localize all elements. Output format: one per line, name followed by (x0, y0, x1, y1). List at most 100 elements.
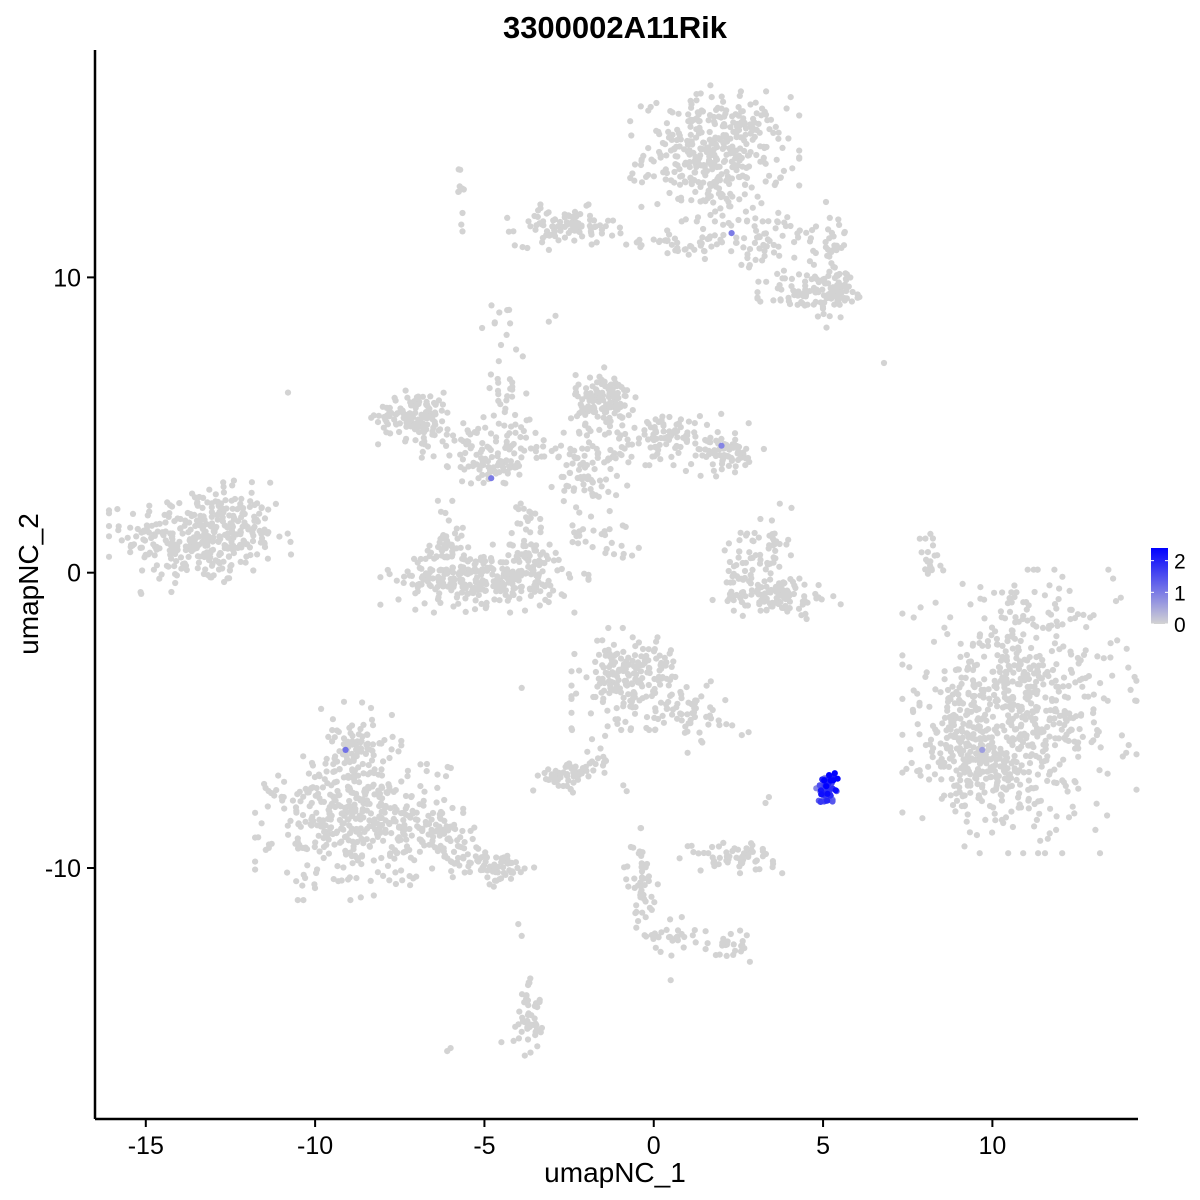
cell-point (943, 727, 950, 734)
cell-point (172, 550, 179, 558)
cell-point (792, 584, 799, 592)
cell-point (245, 526, 252, 533)
cell-point (267, 479, 274, 486)
cell-point (610, 661, 617, 668)
cell-point (466, 868, 473, 876)
cell-point (1036, 810, 1043, 817)
cell-point (1067, 606, 1074, 613)
cell-point (645, 107, 652, 114)
cell-point (425, 812, 432, 819)
cell-point (171, 518, 178, 525)
cell-point (455, 188, 462, 195)
cell-point (427, 566, 434, 573)
cell-point (737, 529, 744, 536)
cell-point (237, 541, 244, 549)
cell-point (565, 483, 572, 490)
cell-point (501, 422, 508, 429)
cell-point (504, 393, 511, 400)
cell-point (517, 445, 525, 452)
cell-point (375, 412, 382, 419)
cell-point (1059, 712, 1066, 719)
cell-point (753, 151, 760, 159)
cell-point (959, 580, 966, 588)
cell-point (700, 225, 707, 233)
cell-point (589, 478, 596, 486)
cell-point (844, 273, 851, 280)
cell-point (672, 444, 679, 451)
cell-point (926, 776, 933, 783)
cell-point (732, 947, 739, 954)
cell-point (518, 684, 525, 692)
cell-point (299, 812, 307, 819)
cell-point (833, 293, 840, 300)
cell-point (944, 631, 951, 638)
cell-point (518, 454, 525, 461)
cell-point (525, 1002, 532, 1009)
cell-point (803, 289, 810, 296)
cell-point (471, 606, 479, 613)
cell-point (375, 441, 382, 448)
cell-point (1027, 665, 1034, 673)
cell-point (478, 600, 485, 608)
cell-point (178, 565, 185, 572)
cell-point (1016, 658, 1024, 665)
cell-point (767, 576, 774, 583)
cell-point (412, 590, 419, 597)
cell-point (651, 726, 659, 734)
cell-point (625, 654, 632, 661)
cell-point (168, 588, 175, 596)
cell-point (713, 183, 720, 190)
cell-point (632, 704, 639, 711)
cell-point (666, 413, 673, 421)
cell-point (637, 103, 644, 110)
cell-point (476, 466, 483, 473)
cell-point (380, 758, 387, 765)
cell-point (354, 857, 361, 864)
cell-point (733, 130, 740, 137)
cell-point (1016, 746, 1023, 753)
cell-point (1117, 594, 1124, 601)
cell-point (493, 434, 500, 441)
cell-point (466, 581, 473, 589)
cell-point (733, 854, 740, 861)
cell-point (527, 975, 534, 982)
cell-point (724, 938, 731, 945)
cell-point (464, 851, 471, 858)
cell-point (732, 463, 739, 470)
cell-point (229, 482, 236, 489)
cell-point (725, 567, 732, 575)
cell-point (677, 443, 684, 451)
cell-point (624, 436, 631, 443)
cell-point (910, 708, 917, 716)
cell-point (1001, 654, 1009, 661)
cell-point (715, 135, 722, 142)
cell-point (187, 538, 194, 545)
cell-point (644, 418, 651, 426)
cell-point (794, 230, 801, 237)
cell-point (420, 434, 427, 441)
cell-point (603, 545, 610, 553)
cell-point (916, 535, 923, 542)
cell-point (647, 424, 655, 431)
cell-point (404, 773, 411, 780)
cell-point (758, 200, 765, 207)
cell-point (627, 726, 634, 734)
cell-point (513, 553, 520, 560)
cell-point (709, 854, 716, 861)
cell-point (325, 850, 332, 857)
cell-point (327, 791, 334, 798)
cell-point (715, 843, 723, 850)
cell-point (527, 445, 535, 452)
cell-point (831, 242, 838, 249)
cell-point (436, 823, 443, 830)
cell-point (300, 897, 307, 904)
cell-point (715, 717, 722, 724)
cell-point (680, 944, 687, 951)
cell-point (365, 785, 372, 792)
cell-point (457, 568, 464, 575)
cell-point (796, 147, 803, 154)
cell-point (449, 564, 456, 571)
cell-point (479, 324, 486, 332)
cell-point (651, 899, 658, 906)
cell-point (528, 541, 535, 548)
